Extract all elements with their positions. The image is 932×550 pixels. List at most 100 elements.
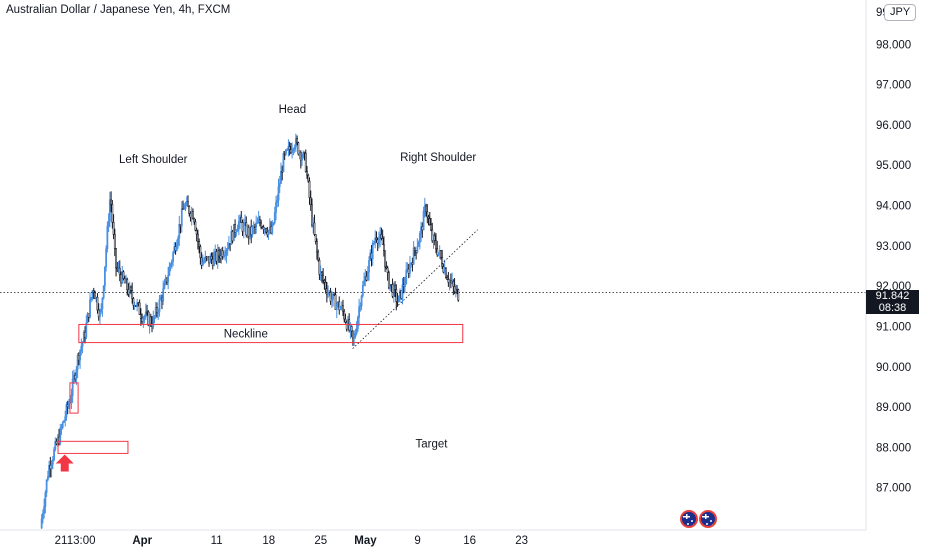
x-tick-label: 23 bbox=[515, 535, 528, 547]
candle-body bbox=[382, 244, 385, 252]
candle-body bbox=[54, 441, 57, 450]
candle-body bbox=[308, 180, 311, 198]
candle-body bbox=[286, 149, 289, 151]
candle-body bbox=[136, 302, 139, 307]
candle-body bbox=[457, 289, 460, 301]
y-tick-label: 94.000 bbox=[876, 201, 911, 213]
australia-flag-icon[interactable] bbox=[699, 510, 717, 528]
candle-body bbox=[422, 210, 425, 231]
candle-body bbox=[187, 201, 189, 207]
candle-body bbox=[227, 243, 230, 249]
candle-body bbox=[375, 237, 378, 240]
candle-body bbox=[440, 250, 442, 258]
candle-body bbox=[363, 280, 365, 286]
australia-flag-icon[interactable] bbox=[680, 510, 698, 528]
candle-body bbox=[240, 216, 243, 223]
candle-body bbox=[344, 318, 347, 323]
candle-body bbox=[157, 311, 160, 314]
support-zone bbox=[57, 440, 129, 454]
candle-body bbox=[180, 208, 183, 227]
candle-body bbox=[395, 289, 398, 302]
chart-title: Australian Dollar / Japanese Yen, 4h, FX… bbox=[6, 4, 231, 16]
candle-body bbox=[426, 211, 429, 218]
candle-body bbox=[76, 355, 79, 370]
candle-body bbox=[282, 153, 285, 173]
x-tick-label: 25 bbox=[314, 535, 327, 547]
candle-body bbox=[237, 221, 240, 230]
candle-body bbox=[430, 224, 432, 231]
candle-body bbox=[292, 149, 295, 151]
candle-body bbox=[194, 221, 197, 231]
y-tick-label: 89.000 bbox=[876, 402, 911, 414]
candle-body bbox=[361, 285, 364, 297]
x-tick-label: 13:00 bbox=[67, 535, 96, 547]
bar-countdown: 08:38 bbox=[878, 302, 907, 314]
candle-body bbox=[225, 249, 228, 256]
candle-body bbox=[51, 459, 54, 465]
arrow-up-icon bbox=[55, 454, 74, 472]
candle-body bbox=[138, 302, 141, 315]
candle-body bbox=[118, 267, 121, 276]
candle-body bbox=[130, 286, 132, 291]
candle-body bbox=[342, 305, 344, 312]
last-price-value: 91.842 bbox=[875, 290, 910, 302]
candle-body bbox=[41, 512, 44, 520]
labels-layer: Neckline Left Shoulder Head Right Shoulder T… bbox=[55, 104, 476, 472]
candle-body bbox=[221, 250, 224, 257]
candle-body bbox=[92, 290, 95, 293]
y-tick-label: 90.000 bbox=[876, 362, 911, 374]
candle-body bbox=[428, 218, 431, 226]
candle-body bbox=[149, 316, 152, 325]
candle-body bbox=[183, 208, 186, 210]
candle-body bbox=[112, 221, 115, 235]
candle-body bbox=[172, 252, 174, 262]
candle-body bbox=[101, 297, 104, 310]
candle-body bbox=[413, 247, 416, 252]
candle-body bbox=[427, 216, 430, 219]
candle-body bbox=[200, 257, 203, 266]
candle-body bbox=[433, 235, 436, 241]
candle-body bbox=[273, 212, 276, 224]
candle-body bbox=[142, 317, 145, 322]
candle-body bbox=[184, 204, 187, 209]
candle-body bbox=[452, 280, 455, 287]
candle-body bbox=[329, 291, 332, 302]
candle-body bbox=[318, 259, 321, 275]
candle-body bbox=[115, 248, 117, 269]
candle-body bbox=[203, 260, 205, 263]
candle-body bbox=[356, 316, 359, 330]
y-tick-label: 96.000 bbox=[876, 120, 911, 132]
candle-body bbox=[307, 174, 310, 182]
candle-body bbox=[378, 238, 380, 244]
candle-body bbox=[272, 222, 275, 226]
x-tick-label: 21 bbox=[55, 535, 68, 547]
currency-button[interactable]: JPY bbox=[884, 4, 917, 21]
candle-body bbox=[169, 263, 172, 268]
event-flags[interactable] bbox=[680, 510, 718, 530]
candle-body bbox=[188, 205, 191, 214]
candle-body bbox=[201, 261, 204, 266]
candle-body bbox=[45, 479, 48, 493]
candle-body bbox=[358, 306, 360, 318]
candle-body bbox=[360, 295, 363, 307]
candle-body bbox=[351, 330, 354, 339]
candle-body bbox=[267, 229, 270, 235]
candle-body bbox=[401, 284, 404, 299]
axis-layer: 98.00097.00096.00095.00094.00093.00092.0… bbox=[0, 0, 911, 547]
candle-body bbox=[96, 297, 99, 311]
candle-body bbox=[251, 226, 254, 235]
candle-body bbox=[301, 157, 303, 161]
candle-body bbox=[316, 241, 318, 253]
candle-body bbox=[70, 395, 73, 402]
candle-body bbox=[386, 267, 389, 273]
x-tick-label: 11 bbox=[211, 535, 223, 547]
candle-body bbox=[224, 254, 227, 257]
candle-body bbox=[71, 378, 74, 396]
candle-body bbox=[90, 297, 93, 300]
candle-body bbox=[79, 349, 81, 361]
candle-body bbox=[394, 285, 396, 290]
x-tick-label: 9 bbox=[414, 535, 420, 547]
candle-body bbox=[265, 228, 267, 233]
candle-body bbox=[53, 449, 55, 461]
